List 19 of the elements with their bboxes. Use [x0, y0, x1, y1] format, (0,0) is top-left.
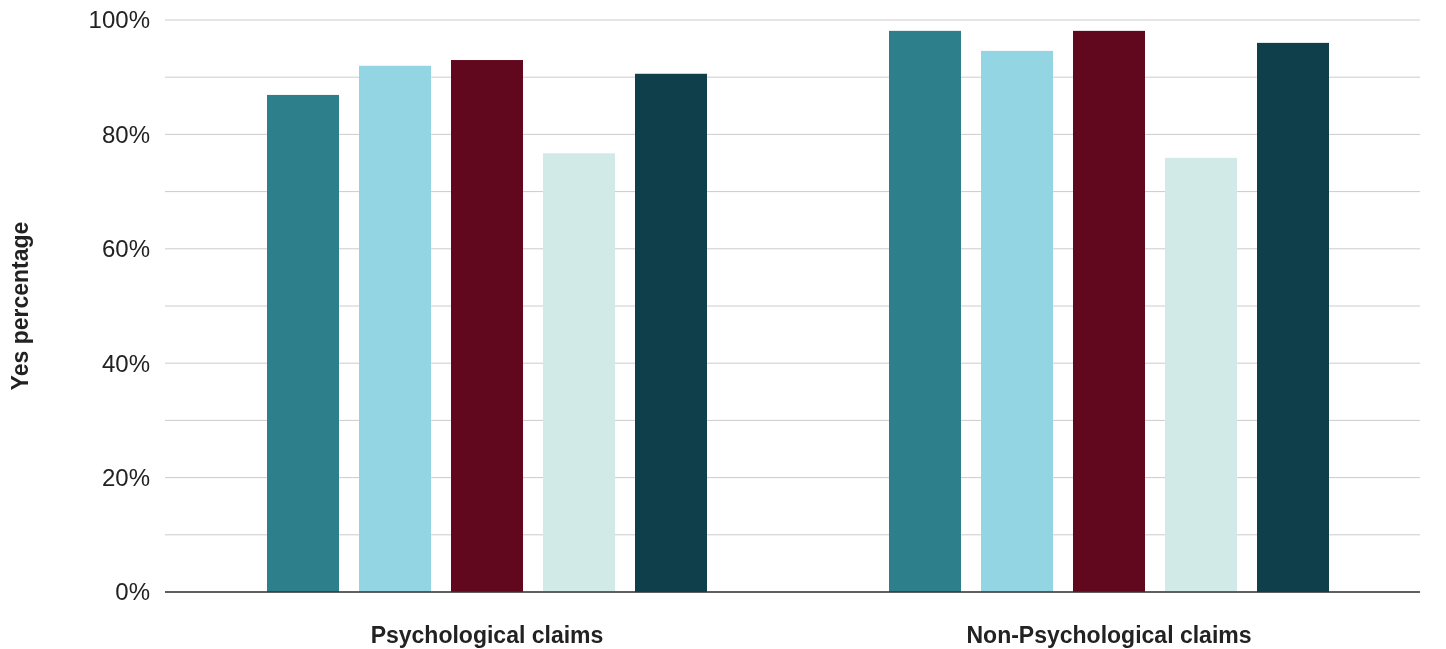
x-tick-label: Psychological claims	[370, 622, 604, 648]
bar	[889, 30, 961, 592]
bar	[451, 60, 523, 592]
bar	[267, 94, 339, 592]
y-tick-label: 0%	[115, 578, 150, 606]
y-tick-label: 20%	[101, 464, 150, 491]
bar	[359, 65, 431, 592]
y-axis-title: Yes percentage	[7, 221, 33, 391]
bar	[543, 153, 615, 592]
bar	[1165, 157, 1237, 592]
x-tick-label: Non-Psychological claims	[966, 622, 1252, 648]
y-tick-label: 40%	[101, 349, 150, 377]
y-tick-label: 60%	[101, 235, 150, 263]
bar	[981, 50, 1053, 592]
y-tick-label: 100%	[88, 6, 150, 34]
y-tick-label: 80%	[101, 120, 150, 148]
bar	[635, 73, 707, 592]
bar	[1073, 30, 1145, 592]
bar	[1257, 42, 1329, 592]
